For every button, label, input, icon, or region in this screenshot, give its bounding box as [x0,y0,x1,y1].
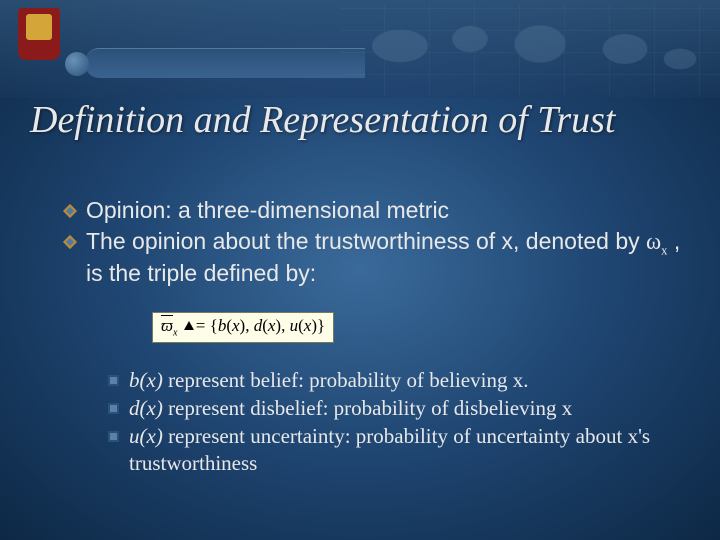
header-tab-shape [85,48,365,78]
sub-bullet-item: b(x) represent belief: probability of be… [108,367,690,394]
slide-title: Definition and Representation of Trust [30,100,615,141]
sub-var: u(x) [129,424,163,448]
sub-desc: represent belief: probability of believi… [163,368,529,392]
slide-content: Opinion: a three-dimensional metric The … [62,196,690,478]
logo-crest [18,8,60,60]
brace-close: } [317,316,325,335]
sub-text: b(x) represent belief: probability of be… [129,367,690,394]
sub-desc: represent disbelief: probability of disb… [163,396,572,420]
sub-bullet-item: u(x) represent uncertainty: probability … [108,423,690,477]
formula-box: ϖx = {b(x), d(x), u(x)} [152,312,334,343]
sub-bullet-list: b(x) represent belief: probability of be… [108,367,690,477]
square-bullet-icon [108,375,119,386]
formula-x: x [232,316,240,335]
formula-d: d [254,316,263,335]
bullet-text: Opinion: a three-dimensional metric [86,196,690,225]
paren: ), [240,316,254,335]
diamond-bullet-icon [62,234,78,250]
formula-lhs-symbol: ϖ [161,316,173,336]
equiv-eq: = [196,316,206,335]
sub-var: d(x) [129,396,163,420]
bullet-item: Opinion: a three-dimensional metric [62,196,690,225]
diamond-bullet-icon [62,203,78,219]
sub-var: b(x) [129,368,163,392]
square-bullet-icon [108,431,119,442]
formula-u: u [290,316,299,335]
sub-bullet-item: d(x) represent disbelief: probability of… [108,395,690,422]
bullet-text: The opinion about the trustworthiness of… [86,227,690,288]
brace-open: { [210,316,218,335]
header-bar [0,0,720,98]
paren: ), [275,316,289,335]
bullet-item: The opinion about the trustworthiness of… [62,227,690,288]
square-bullet-icon [108,403,119,414]
sub-text: u(x) represent uncertainty: probability … [129,423,690,477]
sub-text: d(x) represent disbelief: probability of… [129,395,690,422]
formula-container: ϖx = {b(x), d(x), u(x)} [152,312,690,343]
sub-desc: represent uncertainty: probability of un… [129,424,650,475]
formula-lhs-sub: x [173,327,178,338]
worldmap-graphic [340,4,720,96]
omega-symbol: ωx [646,229,667,254]
bullet-text-pre: The opinion about the trustworthiness of… [86,228,646,254]
